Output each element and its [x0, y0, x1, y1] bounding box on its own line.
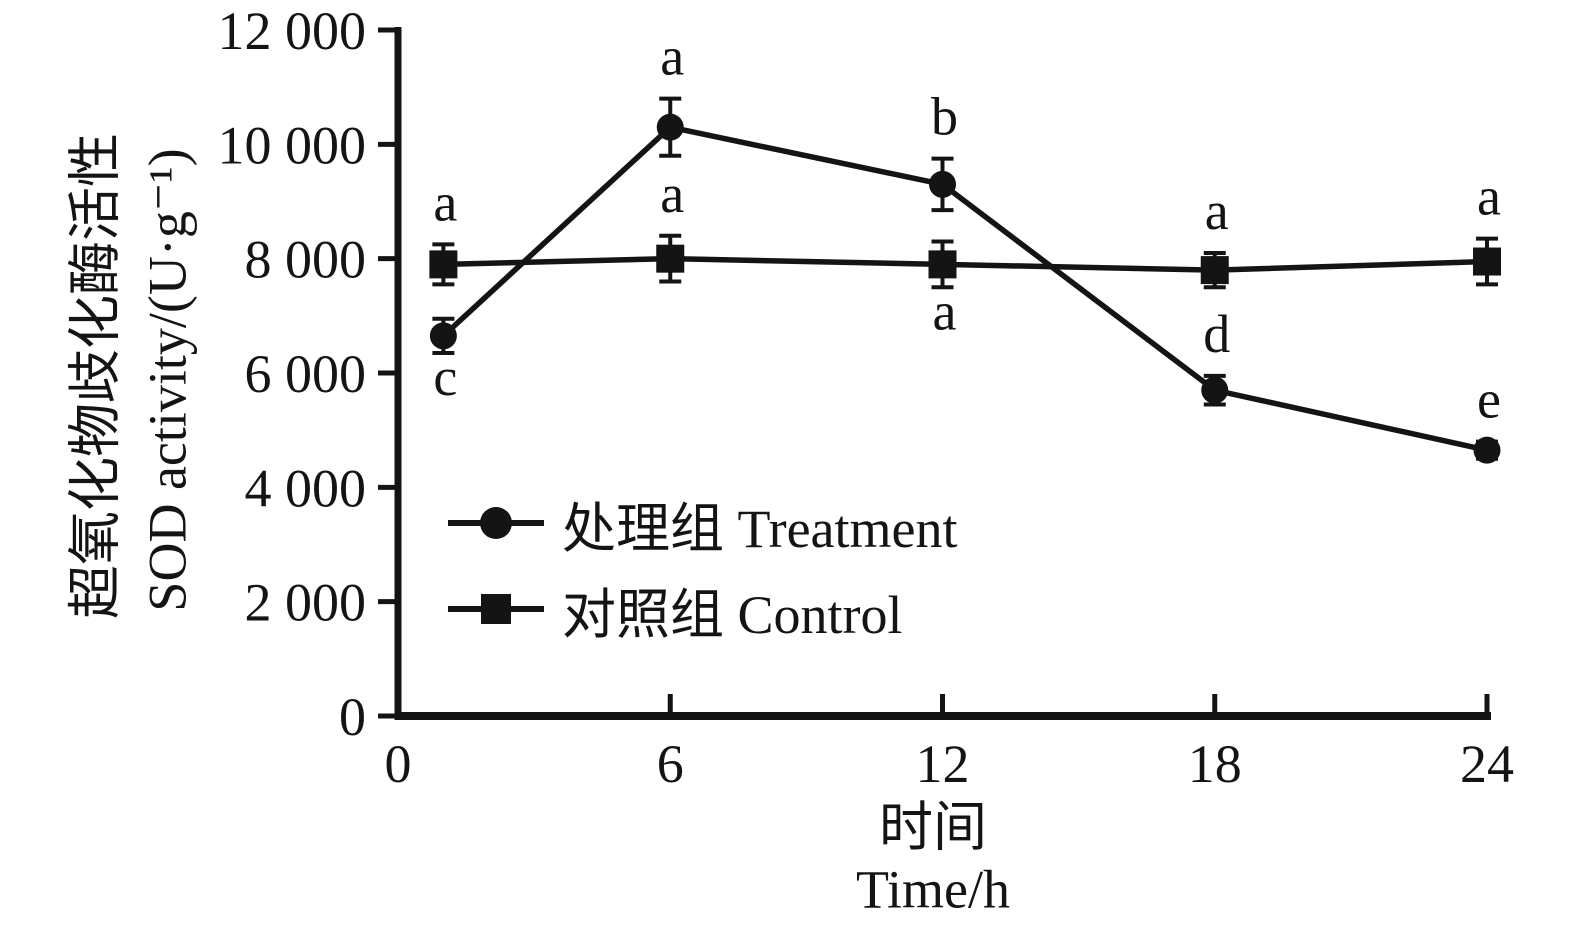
data-point-circle	[656, 113, 684, 141]
x-tick-label: 0	[385, 734, 412, 794]
data-point-square	[656, 244, 685, 273]
series-treatment: c a b d e	[429, 27, 1501, 464]
x-axis-ticks: 0 6 12 18 24	[385, 694, 1514, 794]
y-tick-label: 2 000	[245, 573, 367, 633]
x-tick-label: 6	[657, 734, 684, 794]
significance-letter: b	[931, 87, 958, 147]
treatment-marker-icon	[448, 507, 544, 539]
significance-letter: a	[660, 27, 684, 87]
data-point-square	[928, 250, 957, 279]
x-tick-label: 18	[1188, 734, 1242, 794]
data-point-square	[429, 250, 458, 279]
significance-letter: a	[1477, 167, 1501, 227]
data-point-square	[1200, 256, 1229, 285]
data-point-square	[1473, 247, 1501, 276]
significance-letter: e	[1477, 370, 1501, 430]
y-tick-label: 4 000	[245, 458, 367, 518]
significance-letter: a	[1205, 181, 1229, 241]
x-axis-title-zh: 时间	[879, 797, 987, 858]
x-axis-title-en: Time/h	[855, 859, 1011, 920]
y-axis-title-en: SOD activity/(U·g⁻¹)	[137, 148, 198, 612]
legend-item-treatment: 处理组 Treatment	[448, 494, 957, 559]
data-point-circle	[929, 170, 956, 198]
x-tick-label: 24	[1460, 734, 1514, 794]
series-control: a a a a a	[429, 164, 1501, 341]
y-axis-title-zh: 超氧化物歧化酶活性	[65, 133, 126, 619]
data-point-circle	[1201, 376, 1229, 404]
y-tick-label: 0	[339, 687, 366, 747]
data-point-circle	[1473, 436, 1501, 464]
legend-item-label: 处理组 Treatment	[562, 498, 958, 559]
data-point-circle	[429, 322, 457, 350]
y-tick-label: 6 000	[245, 344, 367, 404]
y-tick-label: 8 000	[245, 230, 367, 290]
y-tick-label: 12 000	[218, 1, 367, 61]
control-marker-icon	[448, 594, 544, 624]
legend-item-label: 对照组 Control	[562, 584, 903, 645]
y-tick-label: 10 000	[218, 115, 367, 175]
significance-letter: c	[433, 347, 457, 407]
y-axis-ticks: 0 2 000 4 000 6 000 8 000 10 000 12 000	[218, 1, 398, 747]
legend-item-control: 对照组 Control	[448, 580, 957, 645]
significance-letter: d	[1203, 304, 1230, 364]
significance-letter: a	[660, 164, 684, 224]
legend: 处理组 Treatment 对照组 Control	[448, 494, 957, 666]
significance-letter: a	[933, 281, 957, 341]
x-tick-label: 12	[916, 734, 970, 794]
significance-letter: a	[433, 172, 457, 232]
